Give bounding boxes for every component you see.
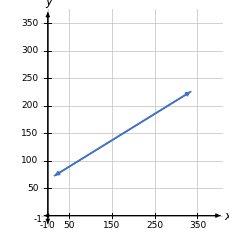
- Text: 350: 350: [188, 221, 205, 230]
- Text: 300: 300: [21, 46, 38, 55]
- Text: 250: 250: [21, 74, 38, 83]
- Text: 200: 200: [21, 101, 38, 110]
- Text: 350: 350: [21, 19, 38, 28]
- Text: x: x: [223, 210, 229, 223]
- Text: y: y: [45, 0, 52, 8]
- Text: 50: 50: [63, 221, 75, 230]
- Text: 150: 150: [21, 129, 38, 138]
- Text: 50: 50: [27, 184, 38, 193]
- Text: 150: 150: [103, 221, 120, 230]
- Text: -1: -1: [40, 221, 49, 230]
- Text: 100: 100: [21, 156, 38, 165]
- Text: 0: 0: [48, 221, 54, 230]
- Text: 250: 250: [145, 221, 163, 230]
- Text: -1: -1: [34, 215, 43, 224]
